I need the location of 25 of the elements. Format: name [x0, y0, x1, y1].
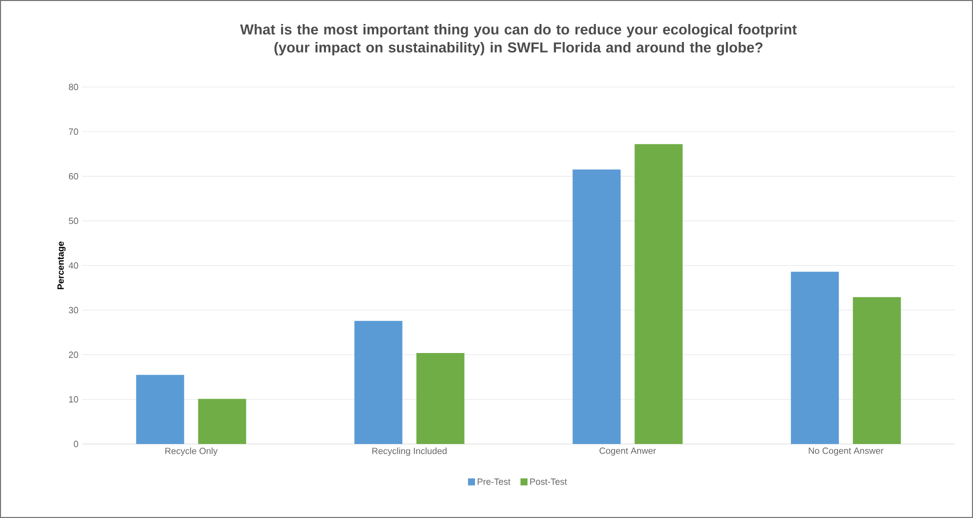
x-tick-label: No Cogent Answer: [808, 448, 884, 456]
y-tick-label: 60: [68, 173, 78, 180]
bar: [572, 170, 621, 444]
y-tick-label: 0: [74, 440, 78, 448]
x-tick-label: Recycling Included: [372, 448, 447, 456]
y-tick-label: 50: [68, 218, 78, 224]
x-tick-label: Recycle Only: [165, 448, 218, 456]
bar: [634, 144, 683, 444]
y-tick-label: 40: [68, 262, 78, 269]
bar: [416, 352, 464, 444]
x-tick-label: Cogent Anwer: [600, 448, 656, 456]
y-tick-label: 80: [68, 84, 78, 90]
bar: [852, 297, 901, 444]
y-tick-label: 70: [68, 128, 78, 135]
y-tick-label: 30: [68, 306, 78, 314]
bar: [136, 374, 184, 444]
bar: [198, 398, 246, 444]
y-tick-label: 20: [68, 352, 78, 358]
chart-title: What is the most important thing you can do to reduce your ecological footprint (your impact on sustainability) in SWFL Florida and around the globe?: [240, 24, 797, 56]
legend-label: Post-Test: [530, 478, 567, 485]
bar: [354, 320, 402, 444]
y-tick-label: 10: [69, 396, 78, 403]
bar: [790, 272, 839, 444]
y-axis-title: Percentage: [58, 242, 66, 290]
legend-label: Pre-Test: [478, 478, 510, 485]
